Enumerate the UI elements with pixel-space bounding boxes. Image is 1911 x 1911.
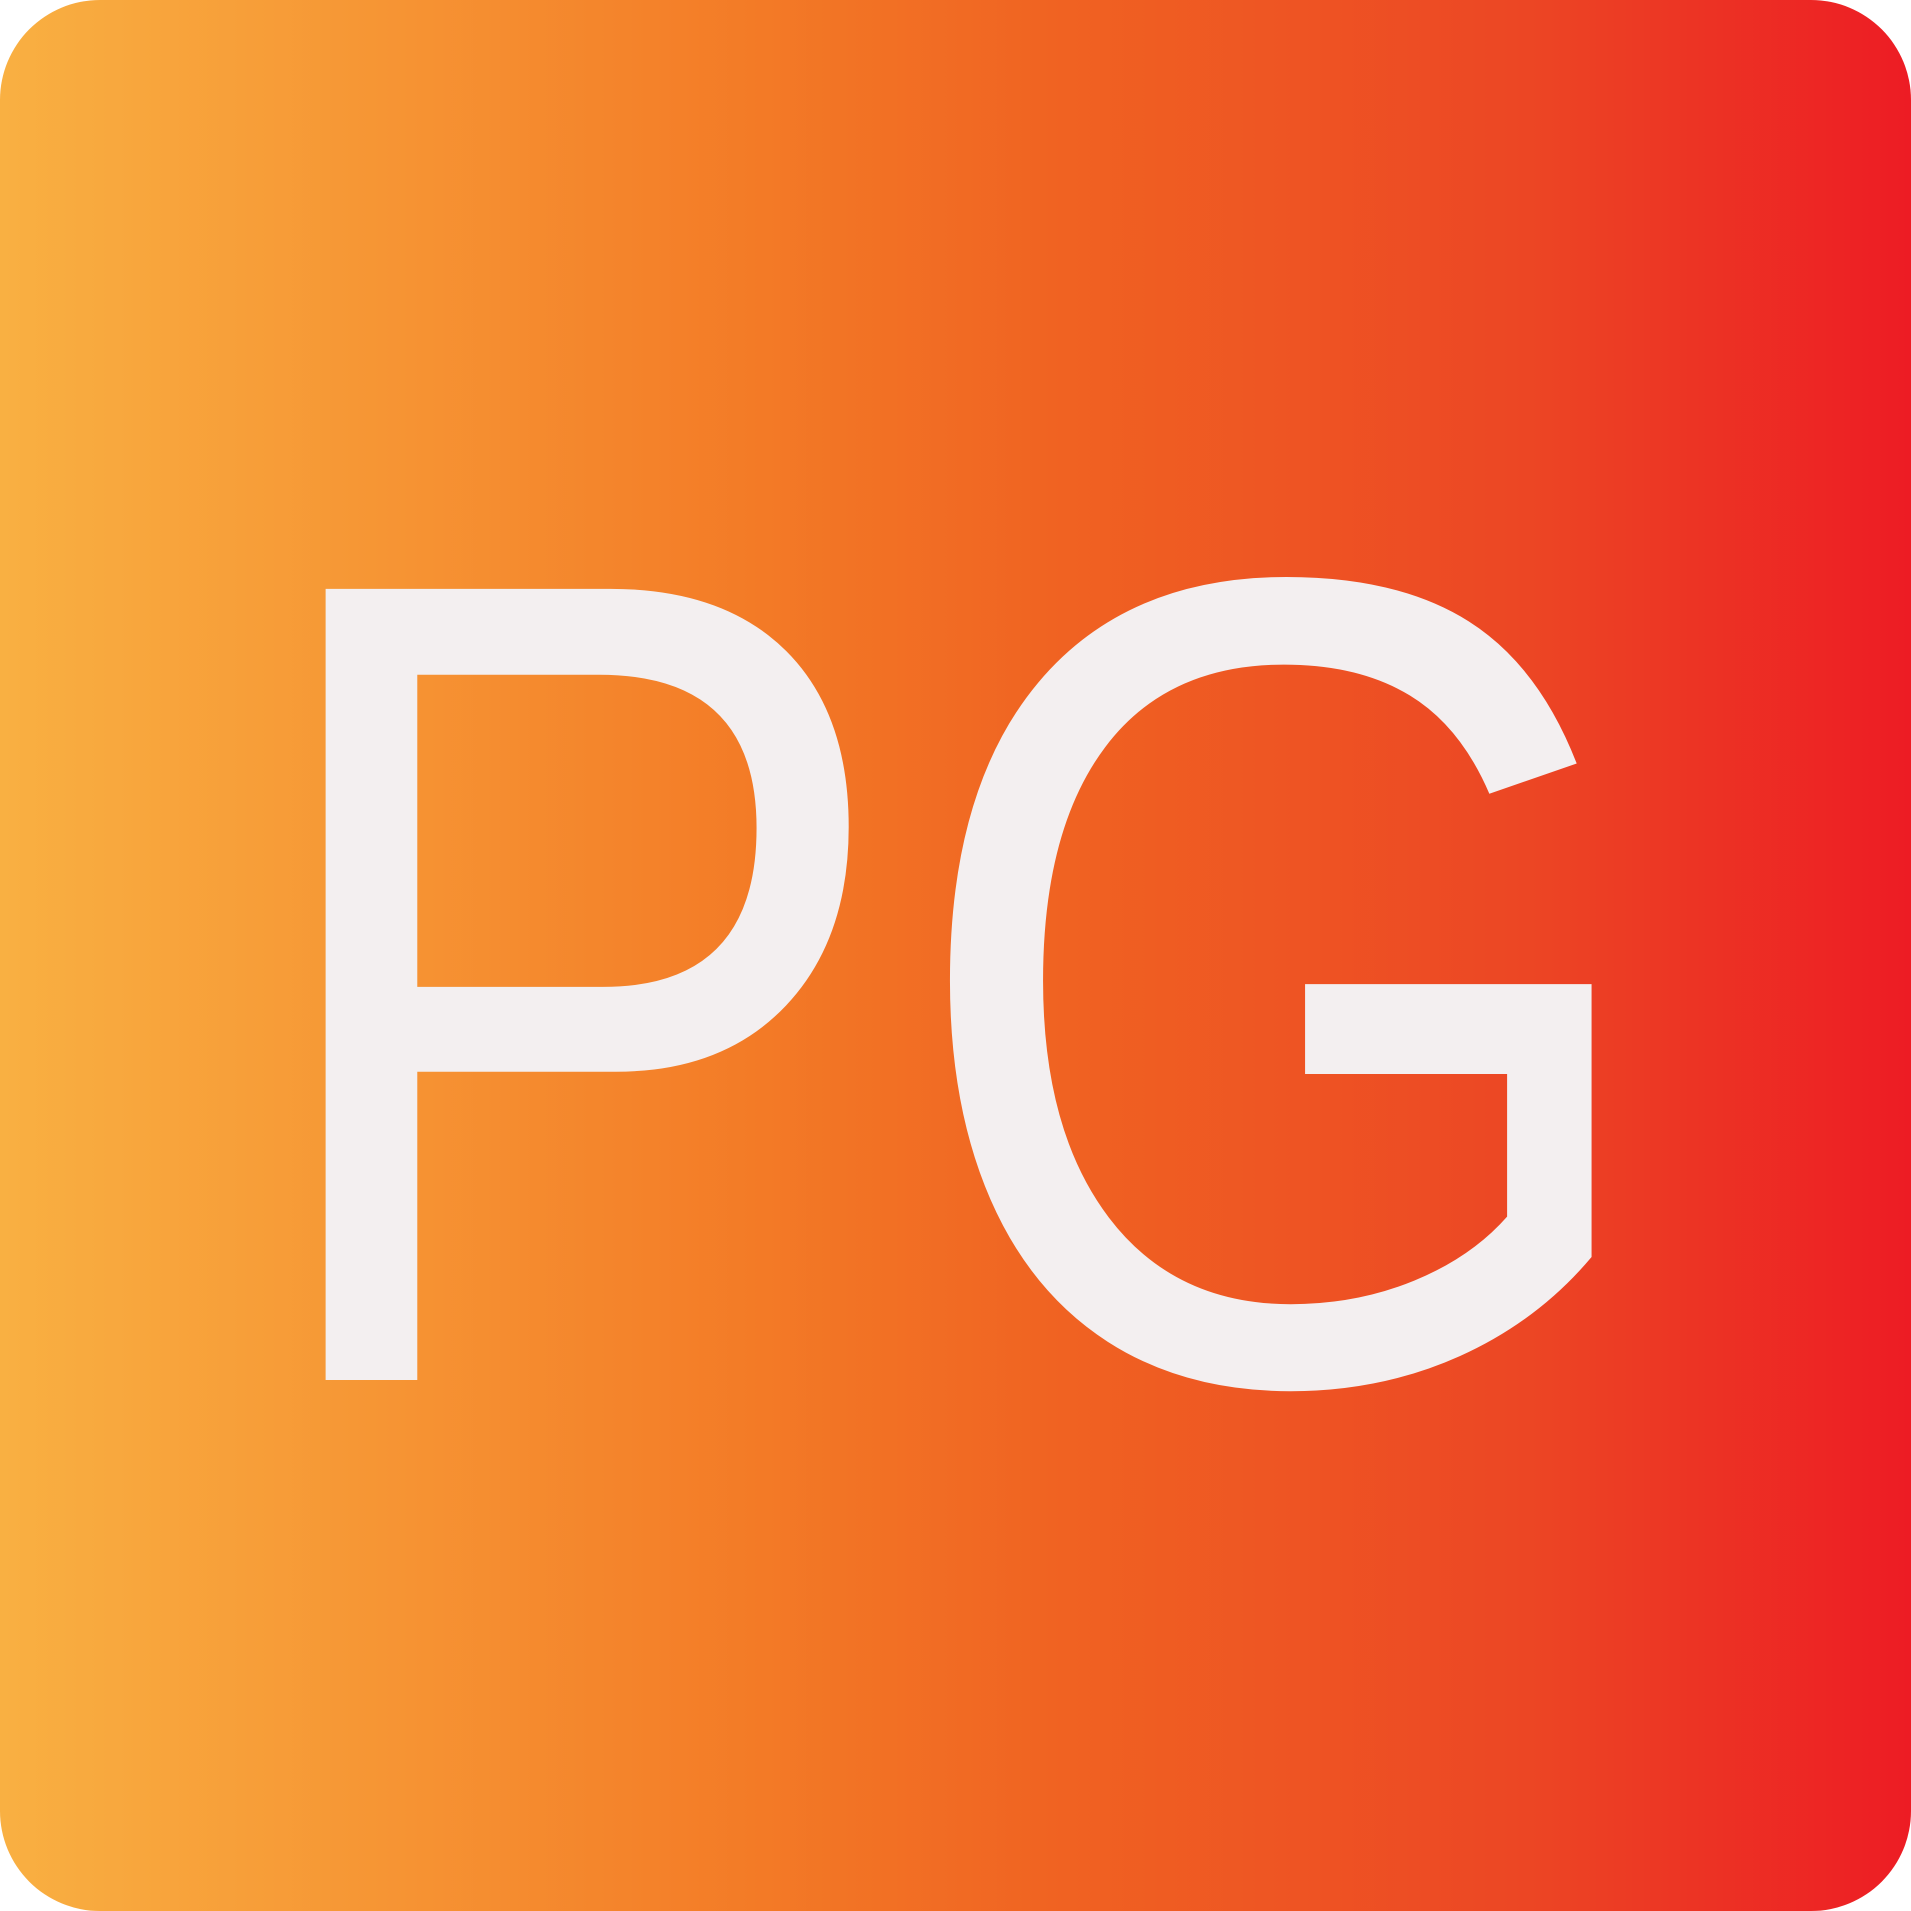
monogram-text: PG [245,339,1665,1624]
